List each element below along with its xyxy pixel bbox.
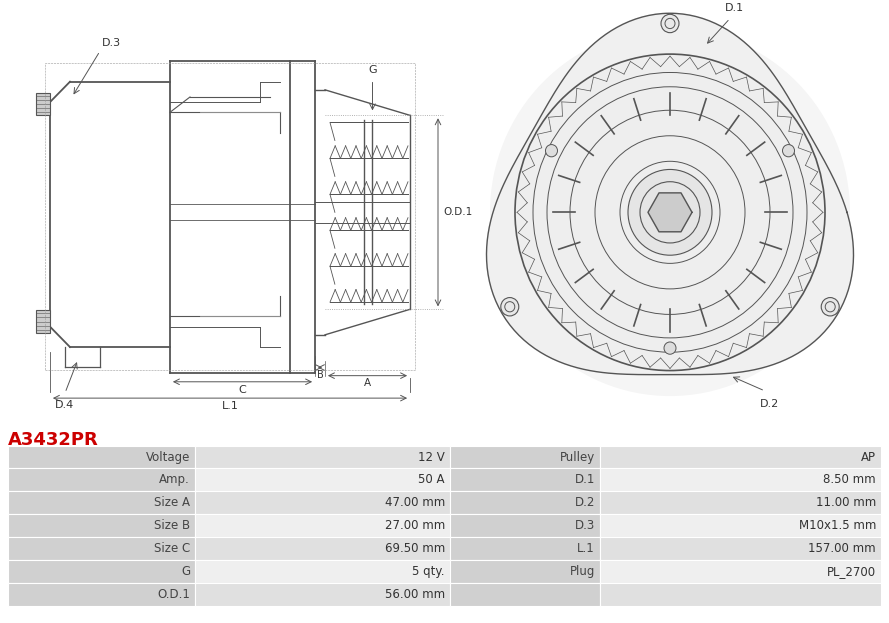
Text: D.1: D.1 — [574, 473, 595, 487]
Text: Size B: Size B — [154, 520, 190, 532]
Text: D.3: D.3 — [575, 520, 595, 532]
Text: G: G — [368, 65, 377, 75]
Circle shape — [628, 169, 712, 255]
Circle shape — [782, 145, 795, 157]
Bar — [450, 537, 600, 560]
Bar — [450, 515, 600, 537]
Bar — [8, 515, 195, 537]
Text: D.2: D.2 — [574, 497, 595, 510]
Text: 5 qty.: 5 qty. — [412, 565, 445, 578]
Circle shape — [661, 14, 679, 32]
Text: O.D.1: O.D.1 — [443, 207, 472, 217]
Text: D.2: D.2 — [760, 399, 780, 409]
Text: PL_2700: PL_2700 — [827, 565, 876, 578]
Polygon shape — [648, 193, 692, 232]
Bar — [600, 515, 881, 537]
Bar — [195, 492, 450, 515]
Text: 11.00 mm: 11.00 mm — [816, 497, 876, 510]
Text: C: C — [238, 385, 246, 395]
Text: 50 A: 50 A — [419, 473, 445, 487]
Bar — [8, 468, 195, 492]
Bar — [600, 492, 881, 515]
Text: D.1: D.1 — [725, 3, 744, 13]
Text: 47.00 mm: 47.00 mm — [385, 497, 445, 510]
Bar — [195, 445, 450, 468]
Bar — [8, 583, 195, 606]
Text: O.D.1: O.D.1 — [157, 588, 190, 601]
Text: A3432PR: A3432PR — [8, 430, 99, 449]
Circle shape — [490, 29, 850, 396]
Text: 69.50 mm: 69.50 mm — [385, 542, 445, 555]
Text: M10x1.5 mm: M10x1.5 mm — [798, 520, 876, 532]
Bar — [8, 492, 195, 515]
Text: Plug: Plug — [570, 565, 595, 578]
Bar — [600, 468, 881, 492]
Bar — [450, 492, 600, 515]
Polygon shape — [486, 13, 853, 374]
Text: Size C: Size C — [154, 542, 190, 555]
Circle shape — [515, 54, 825, 371]
Text: A: A — [364, 378, 371, 388]
Bar — [195, 515, 450, 537]
Text: D.3: D.3 — [102, 38, 121, 48]
Circle shape — [652, 194, 688, 231]
Text: L.1: L.1 — [577, 542, 595, 555]
Bar — [195, 583, 450, 606]
Bar — [8, 560, 195, 583]
Text: 12 V: 12 V — [418, 450, 445, 464]
Bar — [450, 468, 600, 492]
Text: Voltage: Voltage — [146, 450, 190, 464]
Bar — [600, 560, 881, 583]
Text: Size A: Size A — [154, 497, 190, 510]
Bar — [8, 537, 195, 560]
Bar — [600, 537, 881, 560]
Bar — [450, 560, 600, 583]
Bar — [36, 310, 50, 333]
Bar — [195, 560, 450, 583]
Bar — [45, 64, 415, 369]
Text: G: G — [180, 565, 190, 578]
Circle shape — [821, 298, 839, 316]
Bar — [8, 445, 195, 468]
Text: 157.00 mm: 157.00 mm — [808, 542, 876, 555]
Text: Amp.: Amp. — [159, 473, 190, 487]
Text: D.4: D.4 — [55, 400, 75, 410]
Bar — [450, 583, 600, 606]
Circle shape — [501, 298, 519, 316]
Text: L.1: L.1 — [221, 401, 238, 411]
Bar — [600, 583, 881, 606]
Text: 56.00 mm: 56.00 mm — [385, 588, 445, 601]
Text: Pulley: Pulley — [560, 450, 595, 464]
Circle shape — [664, 342, 676, 354]
Text: 8.50 mm: 8.50 mm — [823, 473, 876, 487]
Text: B: B — [316, 369, 324, 379]
Text: 27.00 mm: 27.00 mm — [385, 520, 445, 532]
Bar — [195, 468, 450, 492]
Bar — [600, 445, 881, 468]
Bar — [195, 537, 450, 560]
Bar — [450, 445, 600, 468]
Bar — [36, 93, 50, 115]
Text: AP: AP — [861, 450, 876, 464]
Circle shape — [546, 145, 557, 157]
